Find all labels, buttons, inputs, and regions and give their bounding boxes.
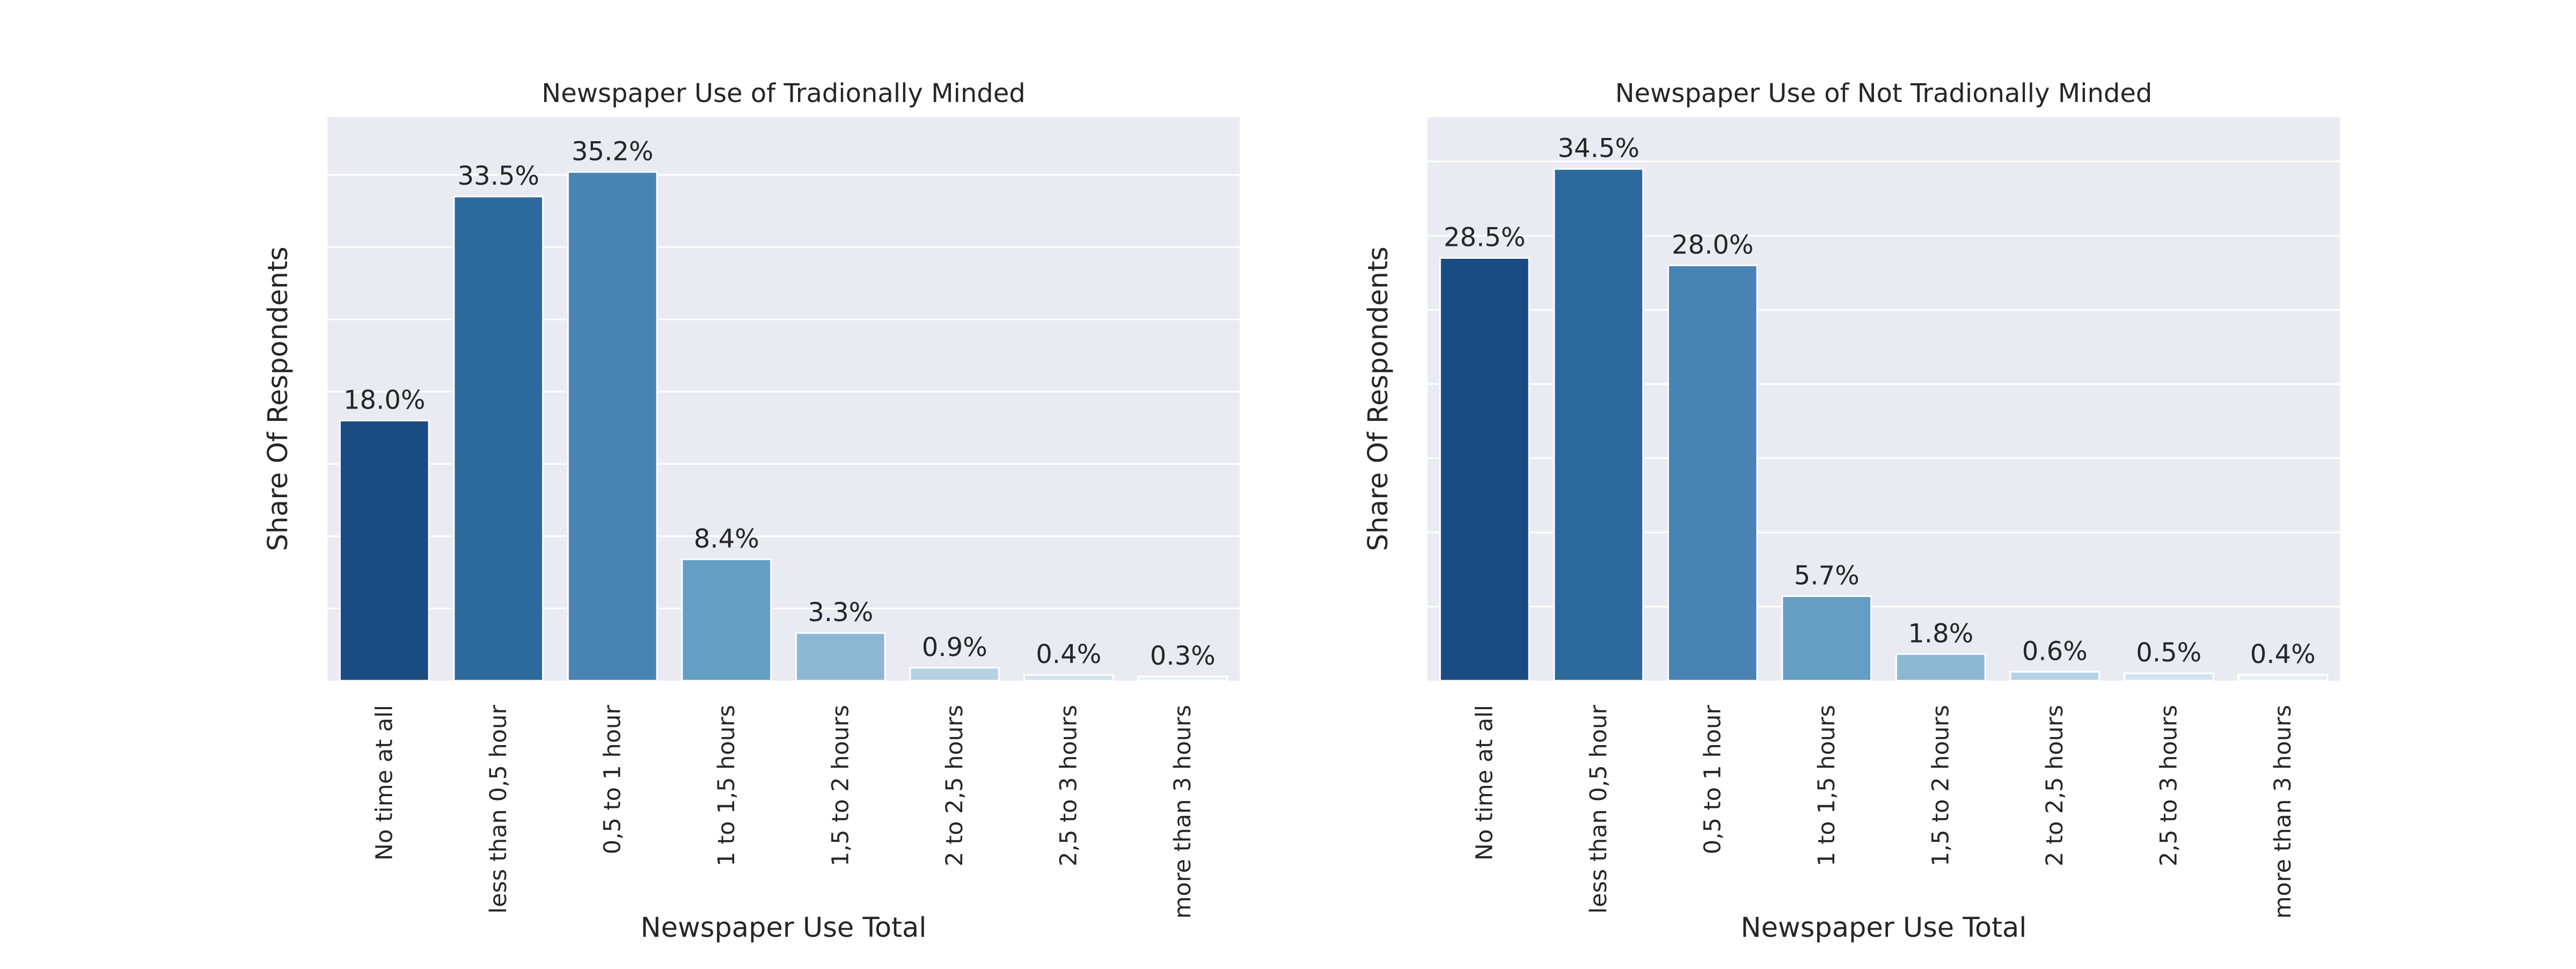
x-tick-label: 2,5 to 3 hours (2155, 705, 2182, 866)
bar (1439, 257, 1530, 682)
x-tick-label: less than 0,5 hour (485, 705, 512, 914)
data-label: 0.6% (2022, 636, 2088, 666)
data-label: 33.5% (458, 161, 539, 191)
data-label: 34.5% (1558, 134, 1640, 164)
data-label: 18.0% (343, 385, 425, 415)
data-label: 3.3% (808, 598, 873, 628)
x-tick-label: 1 to 1,5 hours (1813, 705, 1840, 866)
data-label: 28.0% (1672, 230, 1753, 260)
x-tick-label: 1 to 1,5 hours (713, 705, 740, 866)
y-axis-label: Share Of Respondents (262, 246, 294, 551)
x-tick-label: 1,5 to 2 hours (827, 705, 854, 866)
bar (1667, 264, 1758, 682)
x-tick-label: 2,5 to 3 hours (1055, 705, 1082, 866)
chart-title: Newspaper Use of Not Tradionally Minded (1615, 78, 2153, 108)
data-label: 28.5% (1444, 223, 1525, 253)
data-label: 0.4% (1036, 639, 1101, 669)
bar (2123, 672, 2214, 682)
bar (453, 195, 544, 682)
y-axis-label: Share Of Respondents (1363, 246, 1394, 551)
bar (1553, 168, 1644, 682)
bar (2009, 671, 2101, 682)
x-tick-label: 1,5 to 2 hours (1927, 705, 1954, 866)
bar (1023, 674, 1114, 682)
chart-panel-1: 18.0% No time at all 33.5% less than 0,5 ho… (262, 78, 1240, 944)
x-tick-label: more than 3 hours (1169, 705, 1196, 919)
data-label: 1.8% (1908, 618, 1973, 649)
x-tick-label: 0,5 to 1 hour (1699, 705, 1726, 855)
bar (1781, 595, 1872, 682)
data-label: 0.3% (1150, 641, 1216, 671)
data-label: 0.9% (922, 632, 987, 662)
data-label: 8.4% (694, 524, 759, 554)
x-tick-label: 0,5 to 1 hour (599, 705, 626, 855)
x-tick-label: No time at all (371, 705, 398, 861)
x-axis-label: Newspaper Use Total (641, 912, 927, 944)
x-tick-label: less than 0,5 hour (1585, 705, 1612, 914)
bar (681, 558, 772, 682)
bar (2237, 674, 2329, 682)
x-tick-label: more than 3 hours (2270, 705, 2296, 919)
bar (1137, 675, 1228, 682)
data-label: 0.5% (2136, 638, 2201, 668)
data-label: 0.4% (2250, 639, 2316, 669)
bar (339, 419, 430, 682)
bar (909, 667, 1000, 682)
data-label: 35.2% (572, 136, 653, 166)
bar (567, 171, 658, 682)
x-tick-label: No time at all (1471, 705, 1498, 861)
bar (1895, 653, 1986, 682)
x-tick-label: 2 to 2,5 hours (941, 705, 968, 866)
x-axis-label: Newspaper Use Total (1741, 912, 2027, 944)
data-label: 5.7% (1794, 561, 1860, 591)
chart-panel-2: 28.5% No time at all 34.5% less than 0,5 ho… (1363, 78, 2340, 944)
x-tick-label: 2 to 2,5 hours (2041, 705, 2068, 866)
bar (795, 632, 886, 682)
chart-title: Newspaper Use of Tradionally Minded (541, 78, 1025, 108)
